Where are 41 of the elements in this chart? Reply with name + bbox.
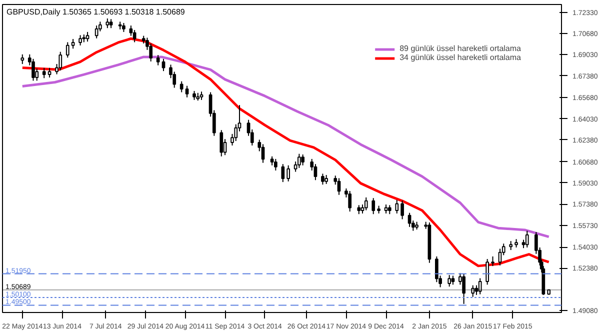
candlestick xyxy=(286,164,290,182)
candlestick xyxy=(337,178,341,196)
candlestick xyxy=(42,67,46,79)
candlestick xyxy=(185,85,189,98)
legend-label: 89 günlük üssel hareketli ortalama xyxy=(400,44,521,53)
candlestick xyxy=(58,51,62,71)
candlestick xyxy=(348,190,352,212)
candlestick xyxy=(32,58,35,82)
candlestick xyxy=(462,273,466,304)
candlestick xyxy=(78,34,82,46)
candlestick xyxy=(106,18,110,29)
candlestick xyxy=(66,42,70,58)
candlestick xyxy=(48,67,52,78)
candlestick xyxy=(261,144,265,164)
candlestick xyxy=(448,274,452,288)
line-series xyxy=(21,56,550,238)
candlestick xyxy=(372,198,376,215)
candlestick xyxy=(478,278,482,295)
candlestick xyxy=(395,200,399,214)
candlestick xyxy=(321,173,324,186)
candlestick xyxy=(301,154,304,166)
candlestick xyxy=(20,54,24,65)
candlestick xyxy=(435,256,438,283)
candlestick xyxy=(132,30,136,43)
line-series xyxy=(21,37,550,268)
candlestick xyxy=(525,230,529,248)
candlestick xyxy=(400,200,404,220)
candlestick xyxy=(471,284,475,298)
legend-label: 34 günlük üssel hareketli ortalama xyxy=(400,53,521,62)
candlestick xyxy=(281,164,285,183)
candlestick xyxy=(180,80,184,93)
candlestick xyxy=(156,54,160,66)
chart-title: GBPUSD,Daily 1.50365 1.50693 1.50318 1.50689 xyxy=(6,8,186,16)
candlestick xyxy=(274,158,278,171)
candlestick xyxy=(86,31,90,42)
candlestick xyxy=(220,130,224,157)
candlestick xyxy=(71,38,75,50)
candlestick xyxy=(491,256,494,267)
candlestick xyxy=(298,153,301,168)
candlestick xyxy=(364,196,368,211)
candlestick xyxy=(486,258,490,286)
